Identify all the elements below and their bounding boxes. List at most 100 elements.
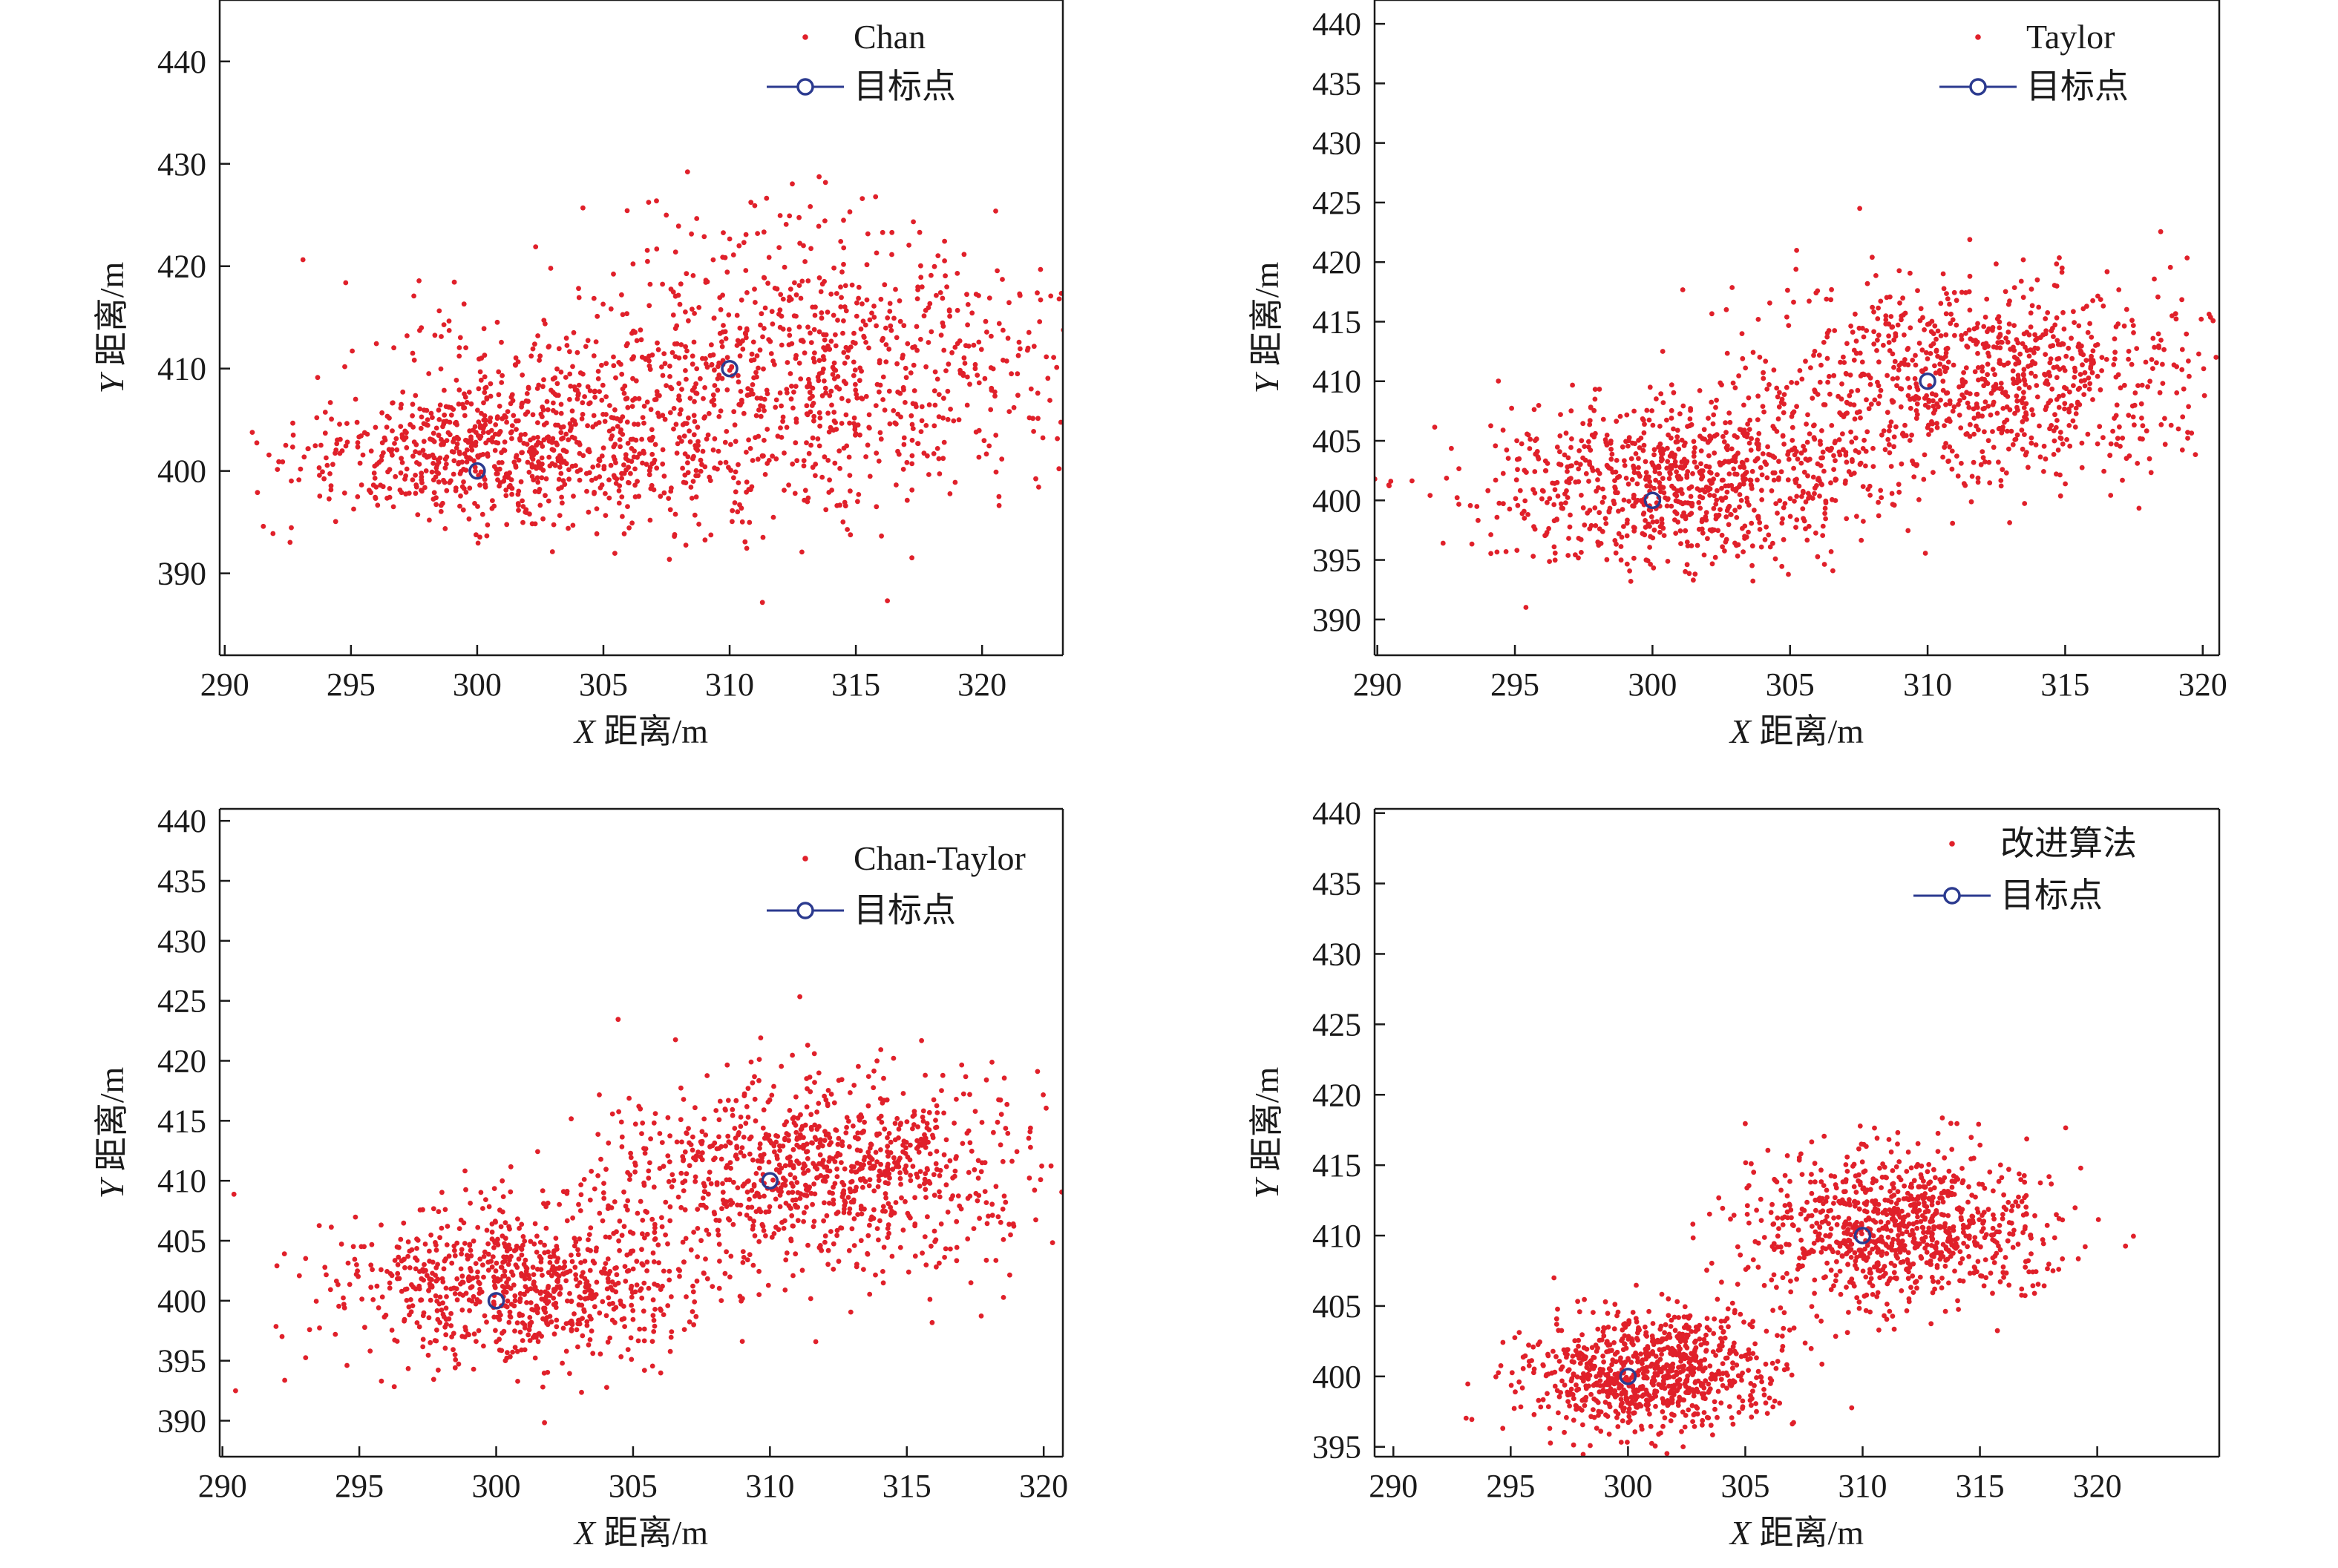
data-point [1781,410,1787,416]
data-point [515,1379,520,1384]
data-point [652,1323,658,1329]
data-point [779,435,785,440]
data-point [640,1231,645,1237]
data-point [2098,297,2103,302]
data-point [713,1155,718,1161]
data-point [1982,459,1988,465]
data-point [2040,332,2046,338]
data-point [1629,476,1635,482]
data-point [602,419,608,424]
data-point [1803,526,1808,531]
data-point [757,347,763,353]
data-point [443,1305,449,1311]
data-point [863,454,868,459]
data-point [687,1140,692,1146]
data-point [877,382,883,388]
data-point [453,378,459,383]
data-point [1648,514,1654,519]
data-point [513,355,519,361]
data-point [2210,318,2216,324]
data-point [847,209,853,214]
data-point [1659,451,1664,456]
data-point [938,332,944,338]
data-point [808,1296,813,1302]
data-point [520,1234,526,1239]
data-point [1488,551,1493,557]
data-point [1577,462,1583,468]
data-point [1703,514,1709,519]
data-point [2111,362,2117,367]
data-point [1718,507,1723,512]
data-point [1913,362,1919,368]
data-point [2041,469,2046,474]
data-point [877,360,883,366]
data-point [906,243,911,248]
data-point [527,1315,533,1320]
data-point [1770,453,1776,459]
data-point [484,533,490,539]
data-point [1652,469,1658,474]
data-point [503,471,509,476]
data-point [744,290,750,295]
data-point [584,1322,590,1328]
data-point [355,1268,360,1274]
data-point [2079,440,2085,446]
data-point [1692,445,1697,450]
data-point [812,312,818,318]
data-point [449,1260,455,1266]
y-tick-label: 390 [157,556,206,592]
data-point [560,500,565,506]
data-point [1056,296,1062,302]
data-point [753,413,759,419]
data-point [303,1355,309,1360]
data-point [855,1130,861,1136]
data-point [336,1303,341,1309]
data-point [609,433,615,439]
data-point [832,1181,838,1187]
data-point [490,435,495,440]
data-point [1937,361,1943,367]
data-point [798,295,804,301]
data-point [804,1104,810,1110]
data-point [630,397,635,403]
data-point [595,369,601,374]
data-point [1729,285,1735,290]
data-point [423,1267,428,1273]
data-point [683,368,688,373]
data-point [1820,523,1826,529]
data-point [894,361,900,367]
data-point [630,1308,636,1313]
y-tick-label: 440 [1312,6,1361,42]
data-point [716,1134,721,1140]
data-point [919,284,925,290]
data-point [544,398,550,404]
data-point [2054,261,2060,267]
data-point [1994,410,2000,416]
data-point [822,385,828,391]
data-point [1999,430,2005,436]
data-point [444,462,449,467]
data-point [1627,568,1633,574]
data-point [1910,358,1916,363]
data-point [1941,364,1947,370]
data-point [2003,335,2009,341]
data-point [846,1247,852,1253]
data-point [942,258,947,263]
data-point [810,1201,815,1207]
data-point [2057,493,2063,499]
data-point [1878,387,1884,393]
data-point [501,1289,506,1295]
data-point [790,181,795,187]
data-point [774,1155,780,1161]
data-point [1950,408,1956,414]
data-point [877,1168,883,1174]
data-point [2088,364,2094,370]
data-point [659,364,664,370]
data-point [789,341,795,347]
data-point [1875,337,1880,343]
data-point [1959,336,1965,342]
data-point [662,361,668,367]
data-point [537,1239,543,1245]
data-point [833,367,839,373]
data-point [2052,283,2057,288]
